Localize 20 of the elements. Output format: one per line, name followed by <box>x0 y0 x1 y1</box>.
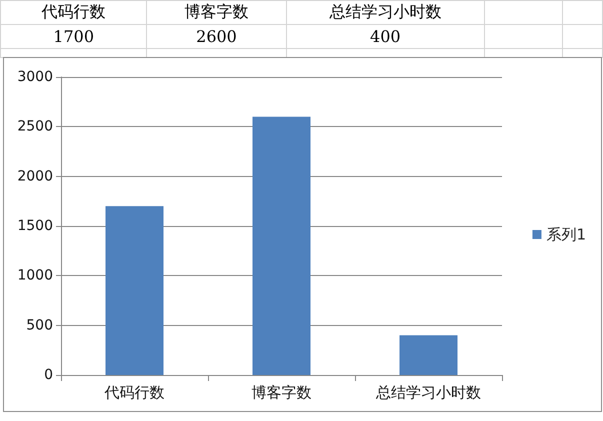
bar <box>252 116 310 375</box>
data-label: 2600 <box>146 24 286 48</box>
bar <box>106 206 164 375</box>
category-label: 代码行数 <box>42 2 106 21</box>
category-label: 博客字数 <box>184 2 248 21</box>
y-tick-label: 0 <box>44 367 53 383</box>
y-tick-label: 500 <box>26 317 53 334</box>
y-tick-label: 2000 <box>17 168 53 184</box>
bar <box>400 335 458 375</box>
x-tick-label: 总结学习小时数 <box>375 384 481 402</box>
y-tick-label: 3000 <box>17 69 53 85</box>
y-tick-label: 1500 <box>17 218 53 234</box>
data-label: 400 <box>286 24 484 48</box>
y-tick-label: 2500 <box>17 118 53 135</box>
y-tick-label: 1000 <box>17 268 53 284</box>
category-label: 总结学习小时数 <box>329 2 442 21</box>
legend-label: 系列1 <box>546 226 586 244</box>
x-tick-label: 代码行数 <box>104 384 164 402</box>
data-label: 1700 <box>0 24 147 48</box>
x-tick-label: 博客字数 <box>252 384 312 402</box>
